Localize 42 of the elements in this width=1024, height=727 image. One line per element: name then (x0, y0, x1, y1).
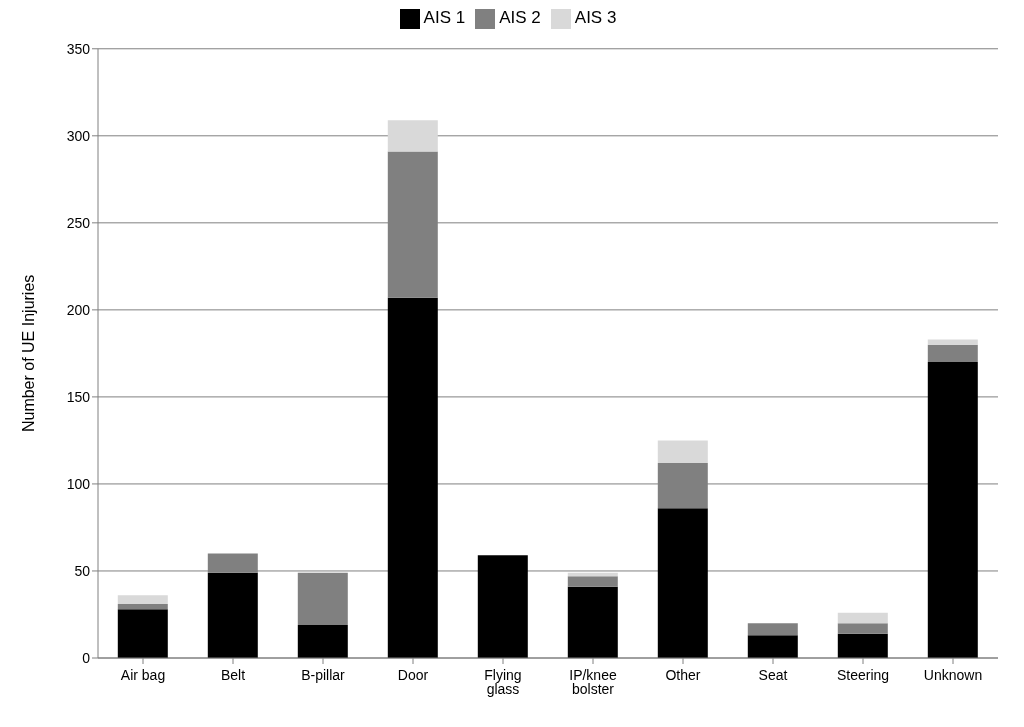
bar (657, 508, 708, 658)
bar (747, 623, 798, 636)
bar (657, 440, 708, 464)
x-tick-label: Steering (836, 666, 890, 683)
legend-label: AIS 1 (423, 8, 466, 27)
bar (117, 609, 168, 658)
x-tick-label: Seat (758, 666, 788, 683)
x-tick-label: B-pillar (301, 666, 346, 683)
legend-label: AIS 3 (574, 8, 617, 27)
bar (117, 604, 168, 610)
bar (837, 633, 888, 658)
bar (927, 339, 978, 345)
bar (207, 572, 258, 658)
bar (567, 576, 618, 587)
bar (477, 555, 528, 658)
legend-label: AIS 2 (499, 8, 541, 27)
y-tick-label: 0 (82, 649, 91, 666)
y-tick-label: 100 (66, 475, 91, 492)
y-tick-label: 350 (66, 40, 91, 57)
y-tick-label: 300 (66, 127, 91, 144)
bar (117, 595, 168, 605)
y-tick-label: 200 (66, 301, 91, 318)
x-tick-label: Unknown (923, 666, 983, 683)
y-tick-label: 150 (66, 388, 91, 405)
bar (567, 586, 618, 658)
x-tick-label: Flying glass (484, 666, 522, 697)
x-tick-label: Belt (220, 666, 246, 683)
y-axis-title: Number of UE Injuries (19, 274, 37, 433)
y-tick-label: 50 (74, 562, 91, 579)
bar (927, 344, 978, 363)
bar (927, 362, 978, 658)
bar (837, 623, 888, 634)
y-tick-label: 250 (66, 214, 91, 231)
bar (837, 612, 888, 624)
bar (387, 120, 438, 152)
x-tick-label: Door (397, 666, 429, 683)
x-tick-label: Other (665, 666, 701, 683)
x-tick-label: Air bag (120, 666, 166, 683)
bar (297, 624, 348, 658)
bar (747, 635, 798, 658)
x-tick-label: IP/knee bolster (569, 666, 617, 697)
bar (387, 297, 438, 658)
